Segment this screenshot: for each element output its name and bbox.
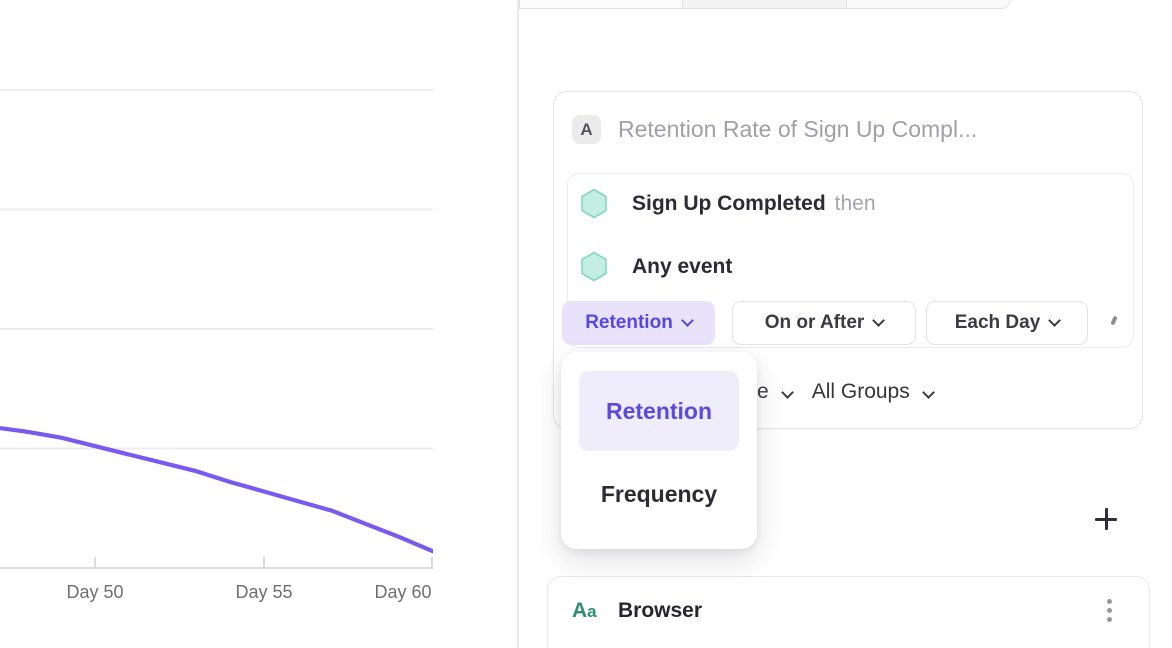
chevron-down-icon xyxy=(921,385,935,399)
retention-chart: Day 50 Day 55 Day 60 xyxy=(0,89,433,602)
clipped-tab[interactable] xyxy=(683,0,847,9)
retention-line xyxy=(0,426,433,554)
clipped-tab[interactable] xyxy=(519,0,683,9)
kebab-menu-icon[interactable] xyxy=(1106,599,1112,626)
measure-dropdown-label: Retention xyxy=(585,312,673,333)
hexagon-icon xyxy=(580,188,608,219)
metric-name-input[interactable]: Retention Rate of Sign Up Compl... xyxy=(618,116,978,142)
clipped-tab[interactable] xyxy=(847,0,1011,9)
metric-badge[interactable]: A xyxy=(572,115,601,144)
string-property-icon: Aa xyxy=(572,599,597,622)
breakdown-card: Aa Browser xyxy=(547,576,1150,648)
interval-dropdown[interactable]: Each Day xyxy=(926,301,1088,345)
event-row[interactable]: Sign Up Completed then xyxy=(580,188,876,219)
x-tick-label: Day 60 xyxy=(374,582,431,602)
groups-dropdown[interactable]: All Groups xyxy=(811,380,910,403)
measure-dropdown-menu: Retention Frequency xyxy=(561,352,757,549)
measure-dropdown[interactable]: Retention xyxy=(562,301,715,345)
footer-row: e All Groups xyxy=(757,377,935,407)
window-dropdown[interactable]: On or After xyxy=(732,301,916,345)
interval-dropdown-label: Each Day xyxy=(954,312,1041,333)
chevron-down-icon xyxy=(872,314,886,327)
x-tick-label: Day 50 xyxy=(66,582,123,602)
event-name: Any event xyxy=(632,254,733,278)
window-dropdown-label: On or After xyxy=(764,312,865,333)
clipped-tab-strip xyxy=(519,0,1011,9)
chevron-down-icon xyxy=(780,385,794,399)
controls-row: Retention On or After Each Day xyxy=(554,301,1144,345)
chevron-down-icon xyxy=(1048,314,1062,327)
event-row[interactable]: Any event xyxy=(580,251,741,282)
hexagon-icon xyxy=(580,251,608,282)
breakdown-property-label: Browser xyxy=(618,599,703,622)
plus-icon xyxy=(1104,508,1108,530)
obscured-dropdown[interactable]: e xyxy=(757,380,769,403)
x-tick-label: Day 55 xyxy=(235,582,292,602)
chevron-down-icon xyxy=(680,314,694,327)
event-suffix: then xyxy=(834,191,876,215)
event-name: Sign Up Completed xyxy=(632,191,826,215)
panel-divider xyxy=(517,0,519,648)
add-breakdown-button[interactable] xyxy=(1093,506,1119,532)
menu-item-retention[interactable]: Retention xyxy=(579,371,739,451)
menu-item-frequency[interactable]: Frequency xyxy=(600,480,718,507)
